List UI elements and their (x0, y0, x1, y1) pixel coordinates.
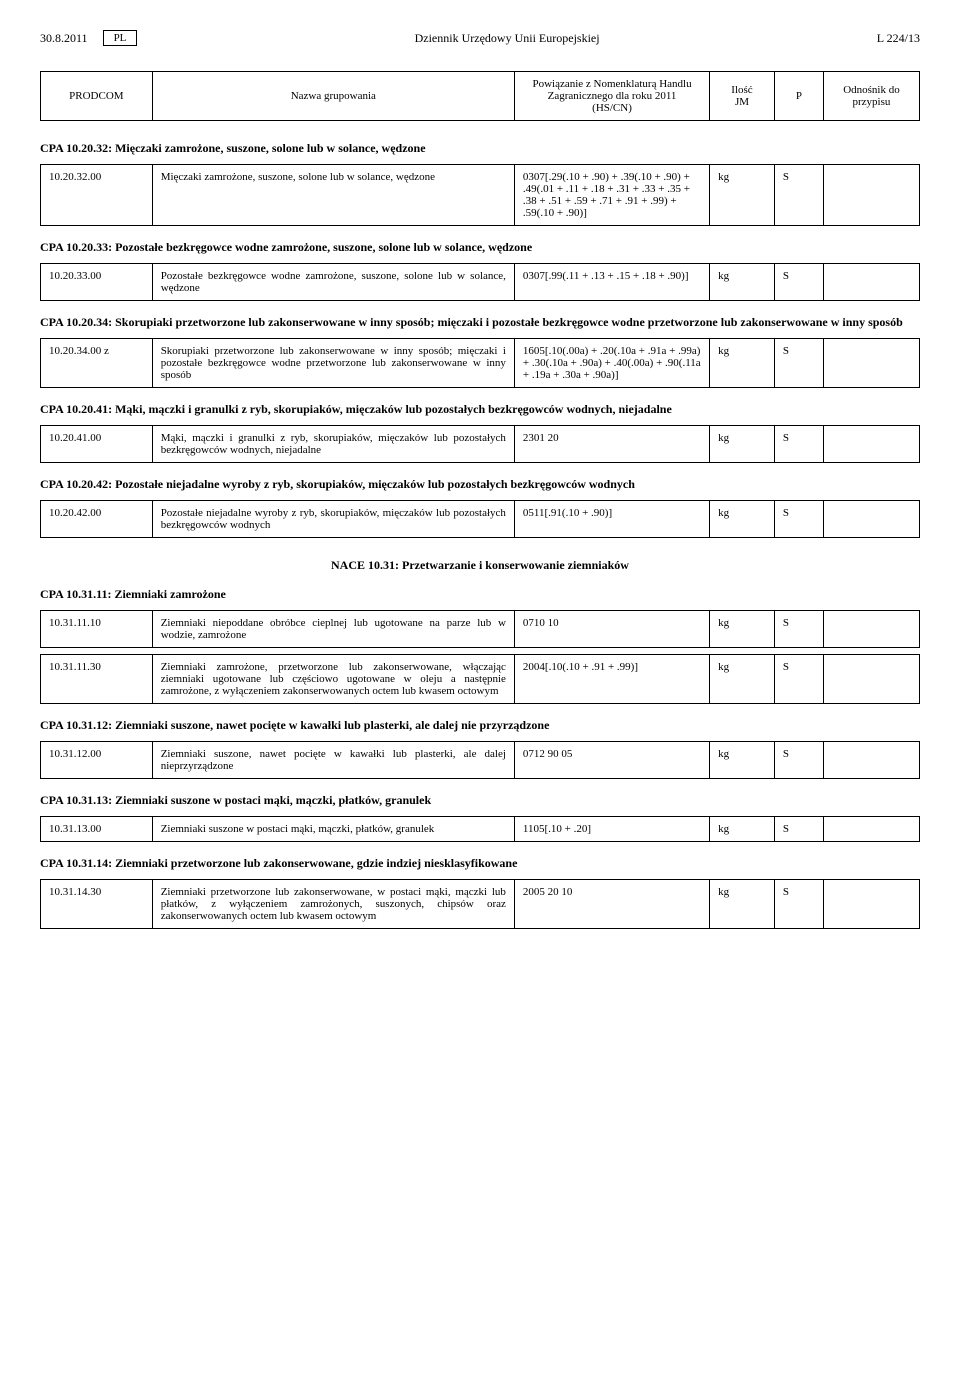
data-row-table: 10.31.12.00Ziemniaki suszone, nawet poci… (40, 741, 920, 779)
cell-td-hs: 2301 20 (514, 426, 709, 463)
cpa-heading: CPA 10.31.13: Ziemniaki suszone w postac… (40, 793, 920, 808)
data-row-table: 10.20.42.00Pozostałe niejadalne wyroby z… (40, 500, 920, 538)
cell-td-hs: 1605[.10(.00a) + .20(.10a + .91a + .99a)… (514, 339, 709, 388)
nace-heading: NACE 10.31: Przetwarzanie i konserwowani… (40, 558, 920, 573)
data-row-table: 10.20.32.00Mięczaki zamrożone, suszone, … (40, 164, 920, 226)
data-row-table: 10.20.33.00Pozostałe bezkręgowce wodne z… (40, 263, 920, 301)
cell-td-hs: 2004[.10(.10 + .91 + .99)] (514, 655, 709, 704)
cell-td-name: Pozostałe niejadalne wyroby z ryb, skoru… (152, 501, 514, 538)
cpa-heading: CPA 10.20.33: Pozostałe bezkręgowce wodn… (40, 240, 920, 255)
cell-td-ref (823, 817, 919, 842)
cell-td-code: 10.20.33.00 (41, 264, 153, 301)
cell-td-jm: kg (710, 742, 775, 779)
cell-td-p: S (774, 339, 823, 388)
cell-td-name: Ziemniaki przetworzone lub zakonserwowan… (152, 880, 514, 929)
col-jm: Ilość JM (710, 72, 775, 121)
cell-td-code: 10.20.41.00 (41, 426, 153, 463)
cpa-heading: CPA 10.20.34: Skorupiaki przetworzone lu… (40, 315, 920, 330)
cell-td-hs: 1105[.10 + .20] (514, 817, 709, 842)
cell-td-ref (823, 339, 919, 388)
data-row-table: 10.31.11.30Ziemniaki zamrożone, przetwor… (40, 654, 920, 704)
cell-td-p: S (774, 817, 823, 842)
col-p: P (774, 72, 823, 121)
cell-td-hs: 0307[.99(.11 + .13 + .15 + .18 + .90)] (514, 264, 709, 301)
sections2-container: CPA 10.31.11: Ziemniaki zamrożone 10.31.1… (40, 587, 920, 929)
cell-td-ref (823, 264, 919, 301)
cell-td-hs: 0511[.91(.10 + .90)] (514, 501, 709, 538)
data-row-table: 10.20.34.00 zSkorupiaki przetworzone lub… (40, 338, 920, 388)
cell-td-name: Mąki, mączki i granulki z ryb, skorupiak… (152, 426, 514, 463)
cell-td-jm: kg (710, 165, 775, 226)
cell-td-ref (823, 611, 919, 648)
cell-td-code: 10.31.13.00 (41, 817, 153, 842)
cell-td-hs: 0710 10 (514, 611, 709, 648)
cell-td-p: S (774, 264, 823, 301)
header-columns-table: PRODCOM Nazwa grupowania Powiązanie z No… (40, 71, 920, 121)
cell-td-jm: kg (710, 501, 775, 538)
cell-td-jm: kg (710, 426, 775, 463)
header-date: 30.8.2011 (40, 31, 88, 46)
cell-td-p: S (774, 880, 823, 929)
cell-td-ref (823, 165, 919, 226)
cell-td-p: S (774, 611, 823, 648)
cpa-heading: CPA 10.20.42: Pozostałe niejadalne wyrob… (40, 477, 920, 492)
cell-td-ref (823, 501, 919, 538)
cell-td-code: 10.31.12.00 (41, 742, 153, 779)
sections-container: CPA 10.20.32: Mięczaki zamrożone, suszon… (40, 141, 920, 538)
cell-td-name: Pozostałe bezkręgowce wodne zamrożone, s… (152, 264, 514, 301)
cell-td-code: 10.31.11.10 (41, 611, 153, 648)
cpa-heading: CPA 10.20.41: Mąki, mączki i granulki z … (40, 402, 920, 417)
cell-td-p: S (774, 655, 823, 704)
cell-td-code: 10.20.42.00 (41, 501, 153, 538)
cell-td-p: S (774, 501, 823, 538)
cell-td-jm: kg (710, 611, 775, 648)
cell-td-code: 10.20.32.00 (41, 165, 153, 226)
cell-td-jm: kg (710, 880, 775, 929)
col-ref: Odnośnik do przypisu (823, 72, 919, 121)
cell-td-jm: kg (710, 817, 775, 842)
cell-td-jm: kg (710, 655, 775, 704)
cell-td-name: Ziemniaki zamrożone, przetworzone lub za… (152, 655, 514, 704)
cpa-heading: CPA 10.31.12: Ziemniaki suszone, nawet p… (40, 718, 920, 733)
col-hs: Powiązanie z Nomenklaturą Handlu Zagrani… (514, 72, 709, 121)
cell-td-ref (823, 742, 919, 779)
cell-td-hs: 2005 20 10 (514, 880, 709, 929)
data-row-table: 10.31.14.30Ziemniaki przetworzone lub za… (40, 879, 920, 929)
cell-td-code: 10.20.34.00 z (41, 339, 153, 388)
data-row-table: 10.20.41.00Mąki, mączki i granulki z ryb… (40, 425, 920, 463)
cell-td-jm: kg (710, 264, 775, 301)
page-header: 30.8.2011 PL Dziennik Urzędowy Unii Euro… (40, 30, 920, 46)
cell-td-ref (823, 655, 919, 704)
cell-td-name: Ziemniaki niepoddane obróbce cieplnej lu… (152, 611, 514, 648)
data-row-table: 10.31.11.10Ziemniaki niepoddane obróbce … (40, 610, 920, 648)
cell-td-hs: 0712 90 05 (514, 742, 709, 779)
col-prodcom: PRODCOM (41, 72, 153, 121)
lang-box: PL (103, 30, 138, 46)
cpa-heading: CPA 10.31.14: Ziemniaki przetworzone lub… (40, 856, 920, 871)
cell-td-name: Ziemniaki suszone, nawet pocięte w kawał… (152, 742, 514, 779)
cell-td-name: Mięczaki zamrożone, suszone, solone lub … (152, 165, 514, 226)
cell-td-ref (823, 426, 919, 463)
cell-td-name: Ziemniaki suszone w postaci mąki, mączki… (152, 817, 514, 842)
page-number: L 224/13 (877, 31, 920, 46)
cpa-heading: CPA 10.20.32: Mięczaki zamrożone, suszon… (40, 141, 920, 156)
cell-td-jm: kg (710, 339, 775, 388)
cell-td-p: S (774, 742, 823, 779)
cell-td-code: 10.31.11.30 (41, 655, 153, 704)
cell-td-p: S (774, 426, 823, 463)
journal-title: Dziennik Urzędowy Unii Europejskiej (415, 31, 600, 46)
cell-td-code: 10.31.14.30 (41, 880, 153, 929)
data-row-table: 10.31.13.00Ziemniaki suszone w postaci m… (40, 816, 920, 842)
col-name: Nazwa grupowania (152, 72, 514, 121)
cell-td-ref (823, 880, 919, 929)
cpa-heading: CPA 10.31.11: Ziemniaki zamrożone (40, 587, 920, 602)
cell-td-name: Skorupiaki przetworzone lub zakonserwowa… (152, 339, 514, 388)
cell-td-hs: 0307[.29(.10 + .90) + .39(.10 + .90) + .… (514, 165, 709, 226)
cell-td-p: S (774, 165, 823, 226)
